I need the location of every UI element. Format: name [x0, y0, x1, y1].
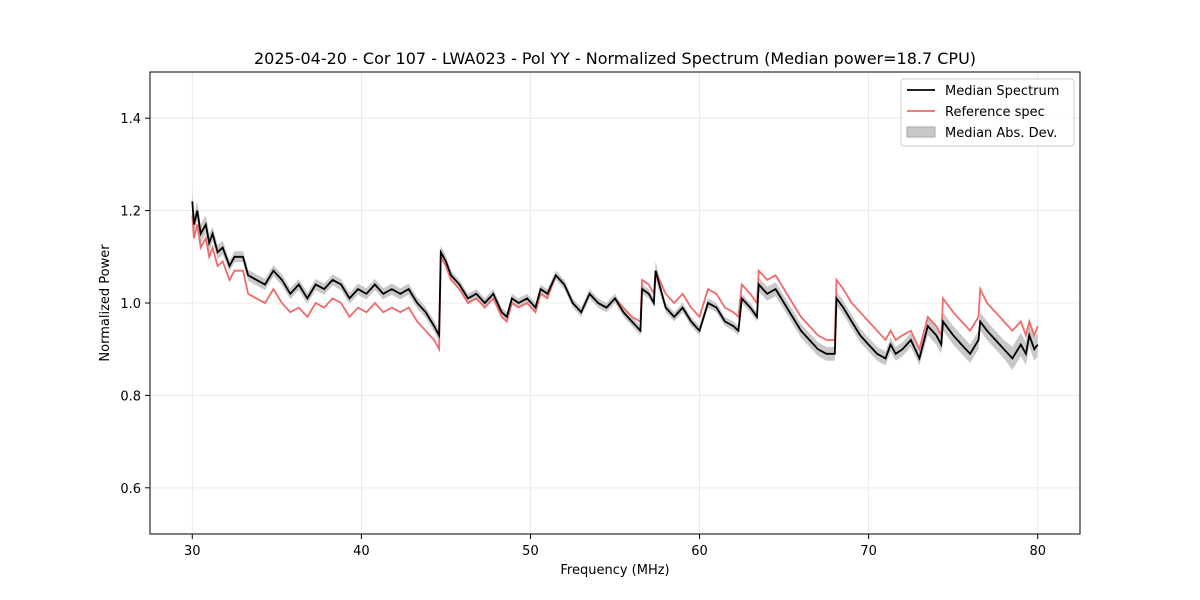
y-axis: 0.6 0.8 1.0 1.2 1.4 — [120, 112, 150, 497]
legend: Median Spectrum Reference spec Median Ab… — [900, 78, 1075, 147]
x-tick-label: 70 — [860, 544, 877, 559]
y-tick-label: 1.4 — [120, 112, 141, 127]
legend-box — [900, 78, 1075, 147]
y-tick-label: 1.2 — [120, 205, 141, 220]
x-tick-label: 40 — [353, 544, 370, 559]
mad-band — [192, 187, 1038, 370]
legend-reference-label: Reference spec — [945, 105, 1045, 120]
x-tick-label: 80 — [1029, 544, 1046, 559]
chart-title: 2025-04-20 - Cor 107 - LWA023 - Pol YY -… — [254, 49, 976, 68]
legend-mad-label: Median Abs. Dev. — [945, 126, 1057, 141]
y-tick-label: 1.0 — [120, 297, 141, 312]
x-axis: 30 40 50 60 70 80 — [184, 534, 1046, 559]
reference-spectrum-line — [191, 215, 1039, 353]
x-tick-label: 60 — [691, 544, 708, 559]
median-spectrum-line — [191, 201, 1039, 362]
y-tick-label: 0.8 — [120, 389, 141, 404]
x-tick-label: 50 — [522, 544, 539, 559]
legend-median-label: Median Spectrum — [945, 84, 1059, 99]
legend-mad-swatch — [906, 126, 936, 138]
y-tick-label: 0.6 — [120, 482, 141, 497]
y-axis-label: Normalized Power — [98, 244, 113, 362]
x-tick-label: 30 — [184, 544, 201, 559]
x-axis-label: Frequency (MHz) — [560, 563, 669, 578]
